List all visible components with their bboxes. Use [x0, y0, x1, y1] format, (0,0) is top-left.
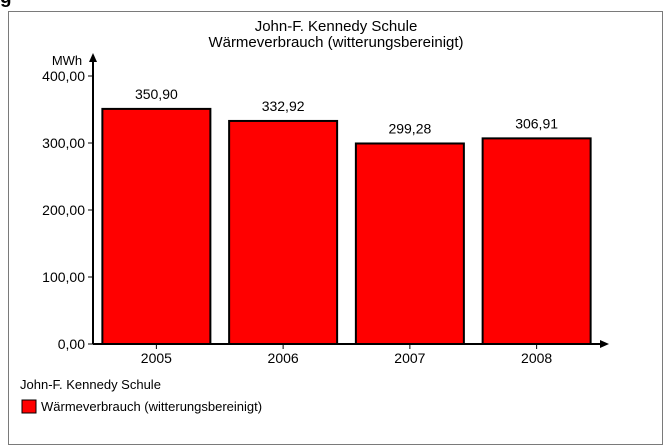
y-tick-label: 200,00	[42, 202, 85, 218]
legend-swatch	[21, 399, 37, 414]
bar	[228, 119, 339, 345]
page-heading: g	[0, 0, 12, 9]
bar	[101, 107, 212, 345]
legend-entry-label: Wärmeverbrauch (witterungsbereinigt)	[41, 399, 262, 414]
y-tick-label: 0,00	[58, 336, 85, 352]
y-tick-label: 400,00	[42, 68, 85, 84]
bar-value-label: 306,91	[515, 115, 558, 131]
x-tick-label: 2008	[521, 350, 552, 366]
bar	[481, 137, 592, 345]
x-tick-label: 2006	[268, 350, 299, 366]
bar-value-label: 332,92	[262, 98, 305, 114]
y-axis-arrow	[89, 53, 97, 62]
bar-value-label: 299,28	[388, 120, 431, 136]
chart-title: John-F. Kennedy Schule	[255, 18, 418, 35]
y-tick-label: 300,00	[42, 135, 85, 151]
x-axis-arrow	[600, 340, 609, 348]
legend-title: John-F. Kennedy Schule	[20, 377, 161, 392]
bar	[354, 142, 465, 345]
x-tick-label: 2005	[141, 350, 172, 366]
x-tick-label: 2007	[394, 350, 425, 366]
y-tick-label: 100,00	[42, 269, 85, 285]
chart-subtitle: Wärmeverbrauch (witterungsbereinigt)	[208, 34, 463, 51]
y-axis-label: MWh	[52, 53, 82, 68]
bar-value-label: 350,90	[135, 86, 178, 102]
plot-area: 0,00 100,00 200,00 300,00 400,00 350,90 2005 33…	[42, 53, 609, 366]
